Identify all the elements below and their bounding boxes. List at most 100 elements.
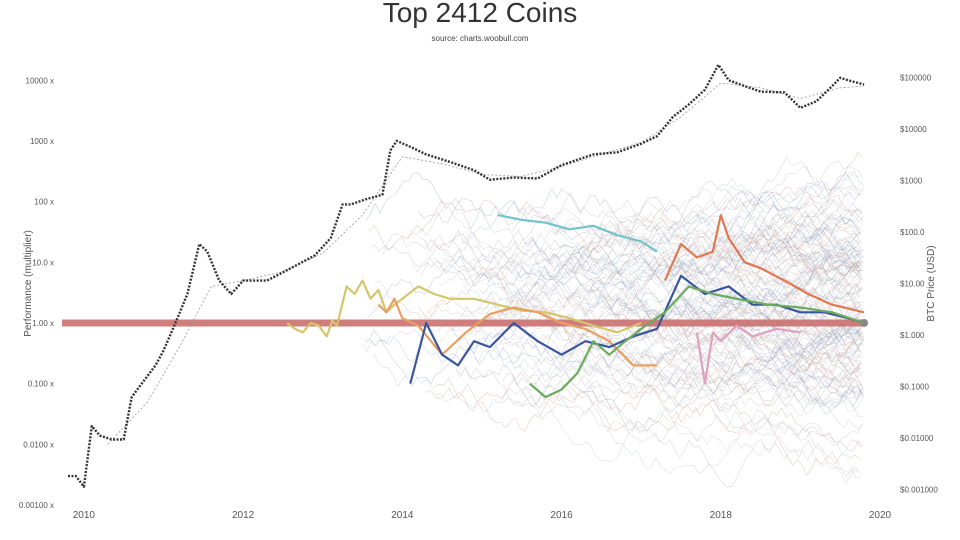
background-coin-line [382,171,861,260]
background-coin-line [418,267,864,451]
background-coin-line [845,326,861,336]
background-coin-line [407,186,862,258]
background-coin-line [507,177,862,307]
background-coin-line [420,202,861,281]
background-coin-line [791,266,864,321]
y-tick-label-right: $10000 [900,125,927,134]
x-tick-label: 2018 [710,510,733,521]
background-coin-line [555,235,862,308]
background-coin-line [523,239,864,325]
background-coin-line [365,172,863,230]
background-coin-line [690,238,863,289]
background-coin-line [458,216,861,287]
background-coin-line [705,243,864,284]
background-coin-line [777,368,860,406]
x-tick-label: 2016 [550,510,573,521]
background-coin-line [707,292,862,348]
background-coin-line [582,214,860,268]
background-coin-line [465,368,863,447]
background-coin-line [708,255,862,314]
background-coin-line [445,324,862,400]
background-coin-line [367,248,860,359]
background-coin-line [737,209,863,252]
y-tick-label-left: 10.0 x [32,258,54,267]
btc-price-line [68,63,865,488]
background-coin-line [735,265,861,297]
background-coin-line [521,350,861,400]
background-coin-line [490,339,864,418]
background-coin-line [752,361,863,402]
background-coin-line [425,343,861,412]
background-coin-line [657,375,864,415]
background-coin-line [837,281,862,294]
background-coin-line [534,216,861,278]
background-coin-line [473,329,861,386]
y-tick-label-right: $0.1000 [900,382,929,391]
background-coin-line [678,215,861,265]
y-tick-label-right: $1000 [900,177,923,186]
background-coin-line [701,328,864,398]
background-coin-line [577,380,861,485]
background-coin-line [511,192,862,287]
background-coin-line [786,384,864,429]
background-coin-line [720,166,865,240]
background-coin-line [714,323,864,375]
background-coin-line [672,285,864,360]
x-tick-label: 2010 [73,510,96,521]
series-endpoint [860,318,869,327]
y-axis-left: 10000 x 1000 x 100 x 10.0 x 1.00 x 0.100 x 0.0… [19,76,54,510]
background-coin-line [586,220,860,275]
background-coin-line [513,290,863,370]
coin-series-line-2 [377,297,658,367]
background-coin-line [696,229,864,275]
background-coin-line [715,209,864,252]
background-coin-line [785,246,863,276]
y-tick-label-right: $100.0 [900,228,925,237]
background-coin-line [565,353,862,400]
background-coin-line [461,226,863,346]
background-coin-line [762,250,863,267]
background-coin-line [791,336,864,391]
background-coin-line [412,227,862,294]
y-axis-left-label: Performance (multiplier) [23,230,34,337]
x-tick-label: 2020 [869,510,892,521]
background-coin-line [485,287,864,391]
x-tick-label: 2012 [232,510,255,521]
background-coin-line [741,224,862,259]
y-tick-label-right: $0.01000 [900,434,934,443]
y-axis-right-label: BTC Price (USD) [926,245,937,321]
background-coin-line [768,363,865,399]
y-tick-label-right: $100000 [900,74,932,83]
background-coin-line [500,244,860,315]
background-coin-line [784,282,862,321]
y-tick-label-right: $1.000 [900,331,925,340]
y-tick-label-left: 0.100 x [28,380,54,389]
background-coin-line [591,349,860,407]
chart-title: Top 2412 Coins [382,0,578,28]
background-coin-line [645,172,861,245]
background-coin-line [771,151,863,224]
coin-series-line-4 [497,214,658,253]
background-coin-line [602,300,861,399]
background-coin-line [734,185,865,229]
background-coin-line [476,268,864,342]
background-coin-line [635,240,860,287]
background-coin-line [811,246,865,266]
background-coin-line [369,225,862,298]
y-tick-label-left: 10000 x [26,76,54,85]
background-coin-line [469,259,862,357]
background-coin-line [574,270,862,371]
background-coin-line [419,233,860,315]
coin-series-line-5 [528,285,865,399]
background-coin-line [836,357,861,372]
background-coin-line [672,186,860,231]
background-coin-lines [361,151,865,487]
background-coin-line [800,213,864,268]
background-coin-line [418,192,864,249]
background-coin-line [775,330,863,358]
background-coin-line [639,320,861,387]
background-coin-line [589,228,862,285]
background-coin-line [468,304,862,388]
background-coin-line [768,240,865,292]
y-tick-label-right: $0.001000 [900,485,938,494]
